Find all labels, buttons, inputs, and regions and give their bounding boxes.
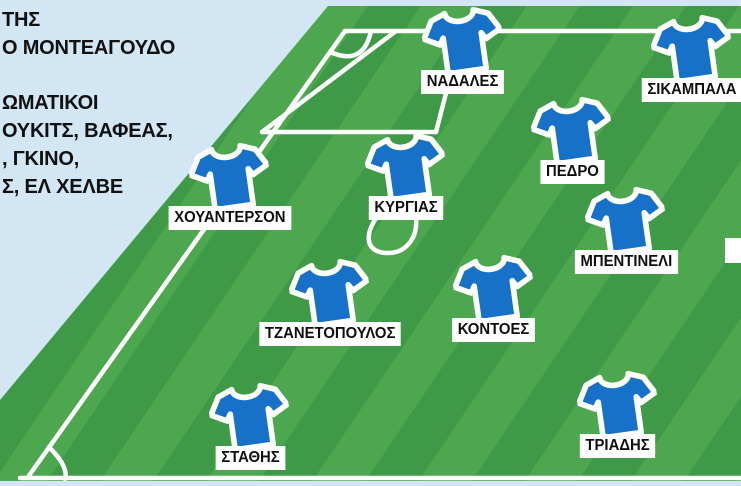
jersey-icon bbox=[188, 142, 270, 213]
cutoff-label-stub bbox=[725, 238, 741, 263]
jersey-icon bbox=[452, 254, 534, 325]
player-name-label: ΣΤΑΘΗΣ bbox=[215, 446, 285, 470]
caption-block-bottom: ΩΜΑΤΙΚΟΙ ΟΥΚΙΤΣ, ΒΑΦΕΑΣ, , ΓΚΙΝΟ, Σ, ΕΛ … bbox=[2, 89, 173, 201]
caption-line: ΤΗΣ bbox=[2, 9, 41, 31]
player-name-label: ΤΖΑΝΕΤΟΠΟΥΛΟΣ bbox=[259, 322, 401, 346]
penalty-d-arc bbox=[366, 212, 419, 256]
player-name-label: ΝΑΔΑΛΕΣ bbox=[421, 70, 505, 94]
player-marker: ΜΠΕΝΤΙΝΕΛΙ bbox=[571, 184, 681, 274]
caption-line: ΟΥΚΙΤΣ, ΒΑΦΕΑΣ, bbox=[2, 120, 173, 142]
player-marker: ΧΟΥΑΝΤΕΡΣΟΝ bbox=[168, 140, 292, 230]
caption-line: , ΓΚΙΝΟ, bbox=[2, 148, 80, 170]
jersey-icon bbox=[288, 258, 370, 329]
player-marker: ΚΟΝΤΟΕΣ bbox=[439, 252, 549, 342]
corner-arc-bottom bbox=[46, 444, 68, 482]
player-name-label: ΧΟΥΑΝΤΕΡΣΟΝ bbox=[168, 206, 292, 230]
player-name-label: ΣΙΚΑΜΠΑΛΑ bbox=[641, 78, 741, 102]
jersey-icon bbox=[584, 186, 666, 257]
player-marker: ΤΖΑΝΕΤΟΠΟΥΛΟΣ bbox=[259, 256, 401, 346]
jersey-icon bbox=[364, 132, 446, 203]
player-name-label: ΚΥΡΓΙΑΣ bbox=[368, 196, 444, 220]
player-name-label: ΠΕΔΡΟ bbox=[539, 160, 605, 184]
jersey-icon bbox=[650, 14, 732, 85]
player-marker: ΠΕΔΡΟ bbox=[517, 94, 627, 184]
penalty-box-left bbox=[259, 28, 399, 135]
player-name-label: ΤΡΙΑΔΗΣ bbox=[580, 434, 656, 458]
corner-arc-top bbox=[327, 28, 374, 59]
caption-line: Σ, ΕΛ ΧΕΛΒΕ bbox=[2, 176, 123, 198]
caption-block-top: ΤΗΣ Ο ΜΟΝΤΕΑΓΟΥΔΟ bbox=[2, 6, 175, 62]
jersey-icon bbox=[530, 96, 612, 167]
player-marker: ΣΤΑΘΗΣ bbox=[195, 380, 305, 470]
player-marker: ΤΡΙΑΔΗΣ bbox=[563, 368, 673, 458]
player-name-label: ΚΟΝΤΟΕΣ bbox=[452, 318, 536, 342]
caption-line: Ο ΜΟΝΤΕΑΓΟΥΔΟ bbox=[2, 37, 176, 59]
jersey-icon bbox=[208, 382, 290, 453]
sideline bbox=[25, 28, 348, 480]
jersey-icon bbox=[576, 370, 658, 441]
player-name-label: ΜΠΕΝΤΙΝΕΛΙ bbox=[574, 250, 678, 274]
player-marker: ΚΥΡΓΙΑΣ bbox=[351, 130, 461, 220]
caption-line: ΩΜΑΤΙΚΟΙ bbox=[2, 92, 99, 114]
player-marker: ΣΙΚΑΜΠΑΛΑ bbox=[637, 12, 741, 102]
jersey-icon bbox=[421, 6, 503, 77]
player-marker: ΝΑΔΑΛΕΣ bbox=[408, 4, 518, 94]
